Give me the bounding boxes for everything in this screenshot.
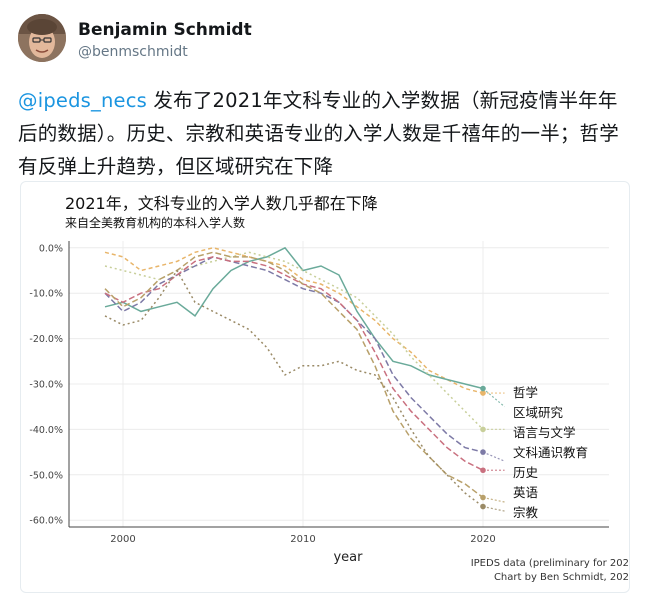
avatar[interactable]	[18, 14, 66, 62]
series-point	[480, 385, 486, 392]
mention-link[interactable]: @ipeds_necs	[18, 89, 148, 112]
y-tick-label: -50.0%	[29, 470, 63, 481]
avatar-image	[18, 14, 66, 62]
x-tick-label: 2020	[470, 534, 495, 545]
chart-title: 2021年，文科专业的入学人数几乎都在下降	[65, 194, 378, 213]
series-label: 语言与文学	[513, 425, 576, 440]
y-tick-label: -30.0%	[29, 380, 63, 391]
chart-caption-credit: Chart by Ben Schmidt, 202	[493, 572, 629, 583]
x-tick-label: 2010	[290, 534, 315, 545]
series-point	[480, 426, 486, 433]
series-point	[480, 503, 486, 510]
y-tick-label: -20.0%	[29, 334, 63, 345]
series-point	[480, 390, 486, 396]
series-line	[104, 247, 484, 394]
series-label: 历史	[513, 465, 539, 480]
series-line	[104, 256, 484, 471]
series-line	[104, 251, 484, 499]
x-axis-label: year	[333, 550, 363, 565]
series-point	[480, 449, 486, 455]
y-tick-label: 0.0%	[39, 243, 63, 254]
series-point	[480, 494, 486, 501]
y-tick-label: -60.0%	[29, 516, 63, 527]
series-line	[104, 269, 484, 508]
chart-caption-source: IPEDS data (preliminary for 202	[470, 558, 629, 569]
series-extension	[482, 388, 505, 408]
author-name[interactable]: Benjamin Schmidt	[78, 20, 252, 40]
series-label: 哲学	[513, 385, 538, 400]
author-handle[interactable]: @benmschmidt	[78, 44, 188, 60]
tweet-text: @ipeds_necs 发布了2021年文科专业的入学数据（新冠疫情半年年后的数…	[18, 84, 628, 183]
series-point	[480, 467, 486, 474]
series-line	[104, 256, 484, 453]
y-tick-label: -10.0%	[29, 289, 63, 300]
chart-image-card[interactable]: 2021年，文科专业的入学人数几乎都在下降 来自全美教育机构的本科入学人数 0.…	[20, 181, 630, 593]
y-tick-label: -40.0%	[29, 425, 63, 436]
series-label: 文科通识教育	[513, 445, 588, 460]
line-chart: 0.0% -10.0% -20.0% -30.0% -40.0% -50.0% -60.0%…	[29, 241, 609, 565]
series-line	[104, 246, 484, 390]
series-label: 英语	[513, 485, 538, 500]
x-tick-label: 2000	[110, 534, 135, 545]
chart-subtitle: 来自全美教育机构的本科入学人数	[65, 216, 246, 230]
tweet-body: 发布了2021年文科专业的入学数据（新冠疫情半年年后的数据）。历史、宗教和英语专…	[18, 89, 619, 178]
series-label: 宗教	[513, 505, 539, 520]
series-label: 区域研究	[513, 405, 564, 420]
